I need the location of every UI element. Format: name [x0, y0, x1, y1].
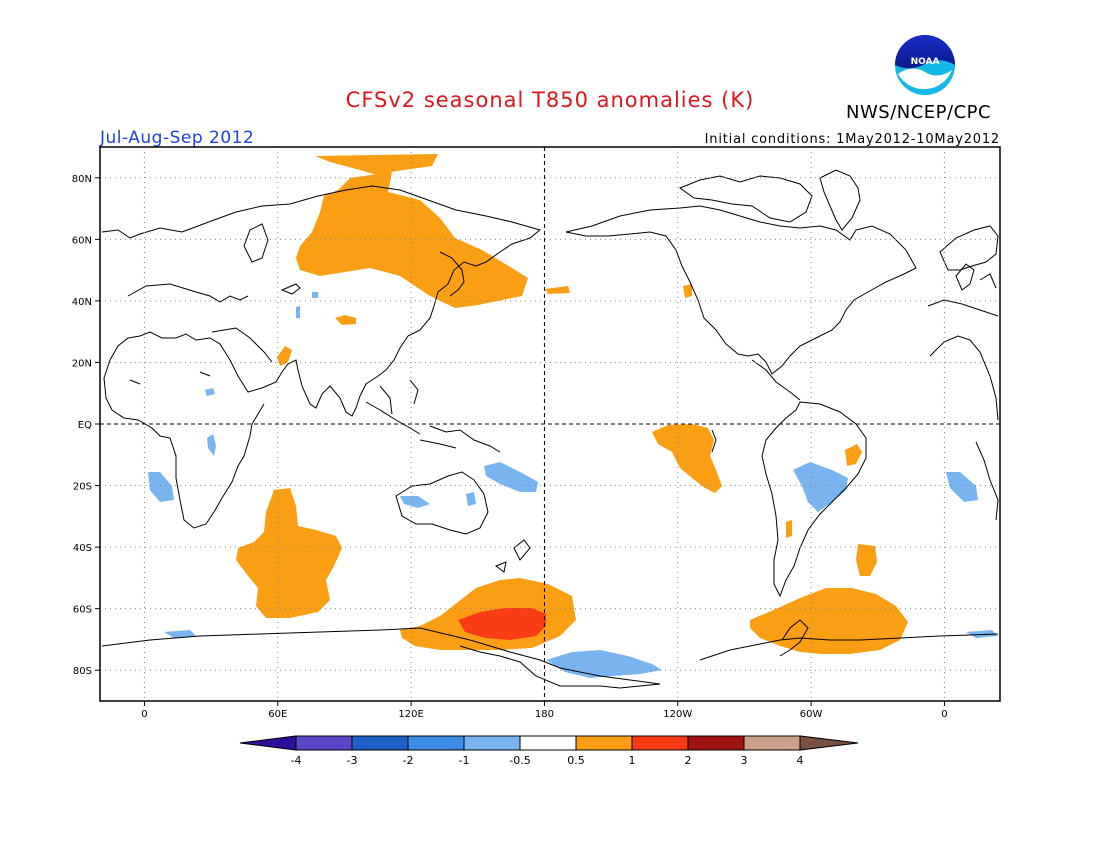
- colorbar-label: -0.5: [509, 754, 530, 767]
- colorbar-box: [743, 735, 801, 751]
- latitude-label: EQ: [78, 420, 92, 431]
- colorbar-min-triangle: [239, 735, 297, 751]
- longitude-label: 120E: [398, 709, 423, 720]
- colorbar-label: -4: [291, 754, 302, 767]
- colorbar-boxes: [239, 735, 859, 751]
- forecast-period: Jul-Aug-Sep 2012: [100, 128, 255, 148]
- cool-anomaly-regions: [148, 292, 998, 678]
- longitude-label: 120W: [663, 709, 692, 720]
- colorbar-box: [295, 735, 353, 751]
- latitude-label: 40S: [73, 543, 92, 554]
- latitude-label: 40N: [72, 297, 92, 308]
- longitude-label: 60E: [268, 709, 287, 720]
- longitude-label: 180: [535, 709, 554, 720]
- agency-label: NWS/NCEP/CPC: [846, 102, 992, 123]
- colorbar-labels: -4 -3 -2 -1 -0.5 0.5 1 2 3 4: [291, 754, 804, 767]
- colorbar-box: [631, 735, 689, 751]
- colorbar-box: [575, 735, 633, 751]
- longitude-label: 0: [941, 709, 947, 720]
- colorbar-box: [519, 735, 577, 751]
- gridlines: [100, 147, 1000, 701]
- longitude-label: 0: [141, 709, 147, 720]
- latitude-label: 20S: [73, 482, 92, 493]
- colorbar-label: -3: [347, 754, 358, 767]
- latitude-labels: 80N 60N 40N 20N EQ 20S 40S 60S 80S: [72, 174, 100, 677]
- warm-anomaly-regions: [236, 154, 908, 654]
- latitude-label: 80N: [72, 174, 92, 185]
- colorbar-label: -1: [459, 754, 470, 767]
- chart-title: CFSv2 seasonal T850 anomalies (K): [345, 88, 755, 112]
- colorbar-label: 0.5: [567, 754, 585, 767]
- colorbar-box: [407, 735, 465, 751]
- colorbar-label: 2: [685, 754, 692, 767]
- longitude-labels: 0 60E 120E 180 120W 60W 0: [141, 701, 948, 720]
- latitude-label: 20N: [72, 358, 92, 369]
- strong-warm-anomaly-region: [458, 608, 546, 640]
- colorbar-label: 4: [797, 754, 804, 767]
- colorbar-box: [351, 735, 409, 751]
- initial-conditions: Initial conditions: 1May2012-10May2012: [704, 132, 1000, 147]
- latitude-label: 80S: [73, 666, 92, 677]
- colorbar-box: [463, 735, 521, 751]
- colorbar-box: [687, 735, 745, 751]
- noaa-logo-text: NOAA: [911, 57, 940, 67]
- colorbar-label: -2: [403, 754, 414, 767]
- longitude-label: 60W: [800, 709, 823, 720]
- colorbar-max-triangle: [799, 735, 859, 751]
- colorbar-label: 1: [629, 754, 636, 767]
- colorbar-label: 3: [741, 754, 748, 767]
- latitude-label: 60S: [73, 605, 92, 616]
- latitude-label: 60N: [72, 235, 92, 246]
- coastlines: [101, 169, 999, 689]
